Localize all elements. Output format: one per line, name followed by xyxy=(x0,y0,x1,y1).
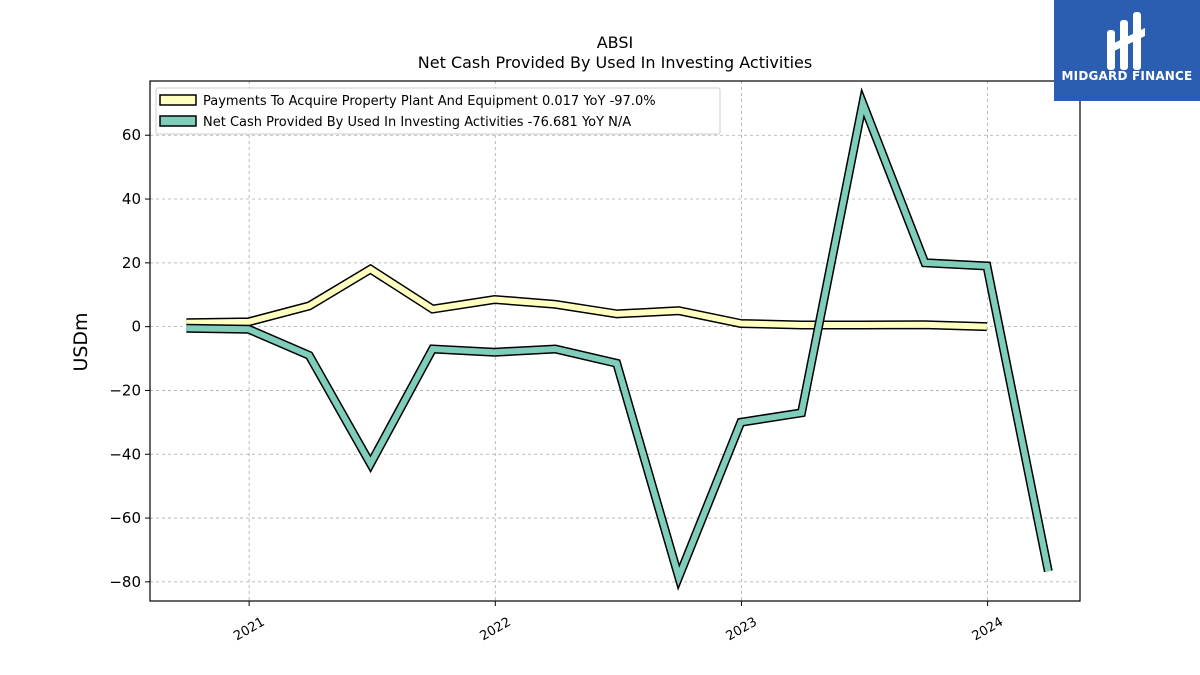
legend-swatch-capex xyxy=(159,94,197,106)
series-line xyxy=(186,92,1052,587)
y-tick-label: −20 xyxy=(109,381,141,399)
x-tick-label: 2024 xyxy=(970,615,1006,645)
x-ticks: 2021 2022 2023 2024 xyxy=(231,601,1006,644)
x-tick-label: 2021 xyxy=(231,615,267,645)
y-tick-label: −40 xyxy=(109,445,141,463)
midgard-finance-logo: MIDGARD FINANCE xyxy=(1054,0,1200,101)
legend-label-capex: Payments To Acquire Property Plant And E… xyxy=(203,94,656,109)
logo-mark-icon xyxy=(1107,12,1145,70)
x-tick-label: 2023 xyxy=(724,615,760,645)
legend-label-investing: Net Cash Provided By Used In Investing A… xyxy=(203,115,631,130)
series-line xyxy=(186,265,987,330)
y-tick-label: 40 xyxy=(122,190,141,208)
y-tick-label: 60 xyxy=(122,126,141,144)
chart-title: ABSI xyxy=(597,33,634,52)
chart-subtitle: Net Cash Provided By Used In Investing A… xyxy=(418,53,812,72)
legend: Payments To Acquire Property Plant And E… xyxy=(155,87,721,135)
y-tick-label: 0 xyxy=(131,318,141,336)
logo-text: MIDGARD FINANCE xyxy=(1062,69,1193,83)
legend-swatch-investing xyxy=(159,115,197,127)
y-tick-label: −60 xyxy=(109,509,141,527)
series-line-outline xyxy=(186,263,988,332)
plot-frame xyxy=(149,80,1081,602)
series-layer xyxy=(186,87,1053,591)
y-tick-label: −80 xyxy=(109,573,141,591)
legend-box xyxy=(155,87,721,135)
series-net-investing xyxy=(186,87,1053,591)
y-tick-label: 20 xyxy=(122,254,141,272)
y-ticks: −80 −60 −40 −20 0 20 40 60 xyxy=(109,126,150,591)
series-line-outline xyxy=(186,87,1053,591)
grid xyxy=(150,81,1080,601)
y-axis-label: USDm xyxy=(70,312,92,371)
series-capex xyxy=(186,263,988,332)
x-tick-label: 2022 xyxy=(477,615,513,645)
